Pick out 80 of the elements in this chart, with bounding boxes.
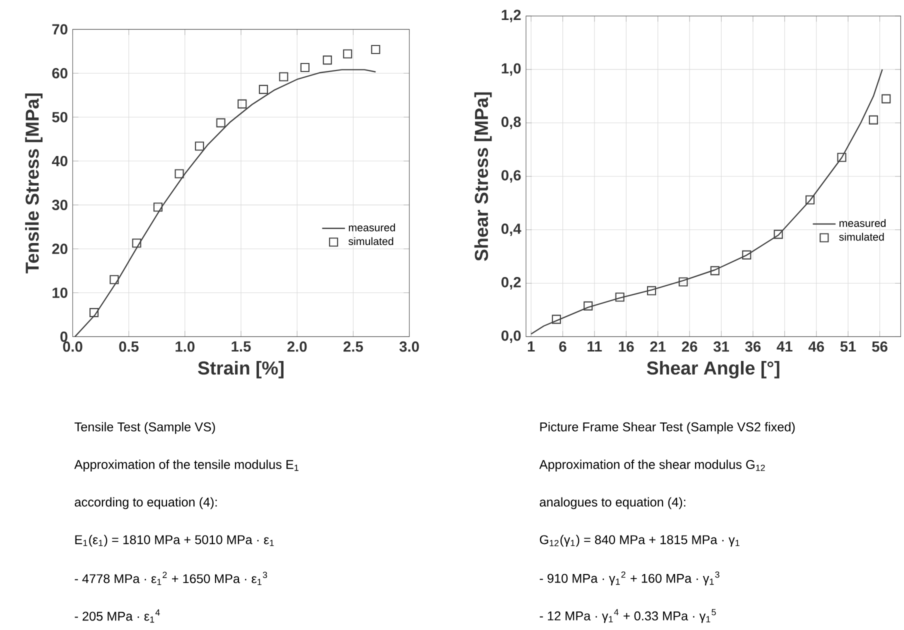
x-tick-label: 16 (618, 341, 634, 352)
point (132, 238, 142, 248)
point (678, 277, 688, 286)
text: analogues to equation (4): (540, 497, 686, 510)
y-axis-title: Shear Stress [MPa] (474, 92, 492, 261)
text: G$_{12}$(γ$_{1}$) = 840 MPa + 1815 MPa · γ$_{1}$ (540, 534, 740, 547)
text: Picture Frame Shear Test (Sample VS2 fixed) (540, 422, 795, 434)
text: Tensile Test (Sample VS) (74, 422, 215, 434)
point (153, 202, 163, 212)
point (343, 49, 352, 58)
x-axis-title: Shear Angle [°] (646, 360, 780, 378)
x-axis-title: Strain [%] (198, 360, 284, 378)
x-tick-label: 1.0 (176, 341, 194, 352)
point (279, 72, 288, 82)
x-tick-label: 6 (559, 341, 566, 352)
y-tick-label: 0,8 (501, 116, 521, 130)
y-tick-label: 0,2 (501, 276, 521, 290)
text: - 12 MPa · γ$_{1}$$^{4}$ + 0.33 MPa · γ$_{1}$5 (540, 609, 716, 623)
point (868, 115, 878, 124)
x-tick-label: 3.0 (399, 341, 419, 352)
point (300, 62, 310, 72)
point (89, 308, 99, 318)
x-tick-label: 36 (745, 341, 761, 352)
point (774, 230, 783, 239)
y-tick-label: 0,0 (501, 330, 521, 343)
point (710, 266, 720, 276)
y-tick-label: 30 (52, 200, 68, 210)
y-tick-label: 60 (52, 68, 68, 78)
text: - 910 MPa · γ$_{1}$$^{2}$ + 160 MPa · γ$_{1}$3 (540, 571, 720, 586)
y-tick-label: 10 (52, 288, 68, 298)
x-tick-label: 2.5 (344, 341, 363, 352)
x-tick-label: 2.0 (287, 341, 307, 352)
text: Approximation of the shear modulus G$_{12}$ (539, 460, 765, 472)
point (552, 314, 561, 324)
point (322, 56, 332, 65)
point (371, 44, 380, 54)
x-tick-label: 56 (872, 341, 888, 352)
x-tick-label: 0.5 (119, 341, 139, 352)
legend-label: simulated (348, 237, 394, 246)
x-tick-label: 0.0 (63, 341, 82, 352)
point (258, 84, 268, 94)
x-tick-label: 51 (840, 341, 856, 352)
x-tick-label: 21 (650, 341, 666, 352)
text: E$_{1}$(ε$_{1}$) = 1810 MPa + 5010 MPa · ε$_{1}$ (75, 534, 274, 547)
legend-label: measured (840, 219, 886, 227)
x-tick-label: 1.5 (232, 341, 251, 352)
point (238, 99, 247, 108)
y-tick-label: 70 (52, 24, 68, 34)
y-tick-label: 50 (52, 112, 68, 122)
y-tick-label: 0,6 (501, 170, 521, 183)
x-tick-label: 46 (808, 341, 824, 352)
point (647, 286, 656, 296)
text: - 205 MPa · ε$_{1}$4 (74, 609, 160, 623)
x-tick-label: 41 (776, 341, 792, 352)
y-tick-label: 40 (52, 156, 68, 166)
text: - 4778 MPa · ε$_{1}$$^{2}$ + 1650 MPa · ε$_{1}$3 (74, 572, 268, 586)
x-tick-label: 1 (528, 341, 535, 352)
y-tick-label: 0,4 (501, 224, 522, 236)
point (806, 195, 815, 204)
y-tick-label: 1,0 (502, 63, 521, 76)
x-tick-label: 31 (713, 341, 730, 352)
x-tick-label: 11 (588, 341, 602, 352)
text: Approximation of the tensile modulus E$_{1}$ (74, 460, 298, 472)
y-tick-label: 1,2 (502, 10, 521, 22)
point (174, 169, 184, 178)
point (742, 250, 752, 260)
x-tick-label: 26 (682, 341, 698, 352)
point (615, 292, 624, 302)
point (837, 152, 846, 162)
point (882, 94, 891, 104)
text: according to equation (4): (74, 497, 217, 510)
point (110, 275, 119, 284)
point (216, 118, 226, 128)
y-axis-title: Tensile Stress [MPa] (25, 93, 43, 274)
y-tick-label: 0 (60, 332, 68, 342)
point (584, 301, 593, 310)
y-tick-label: 20 (52, 244, 68, 254)
legend-label: measured (348, 224, 395, 232)
legend-label: simulated (839, 232, 884, 241)
point (194, 142, 204, 151)
